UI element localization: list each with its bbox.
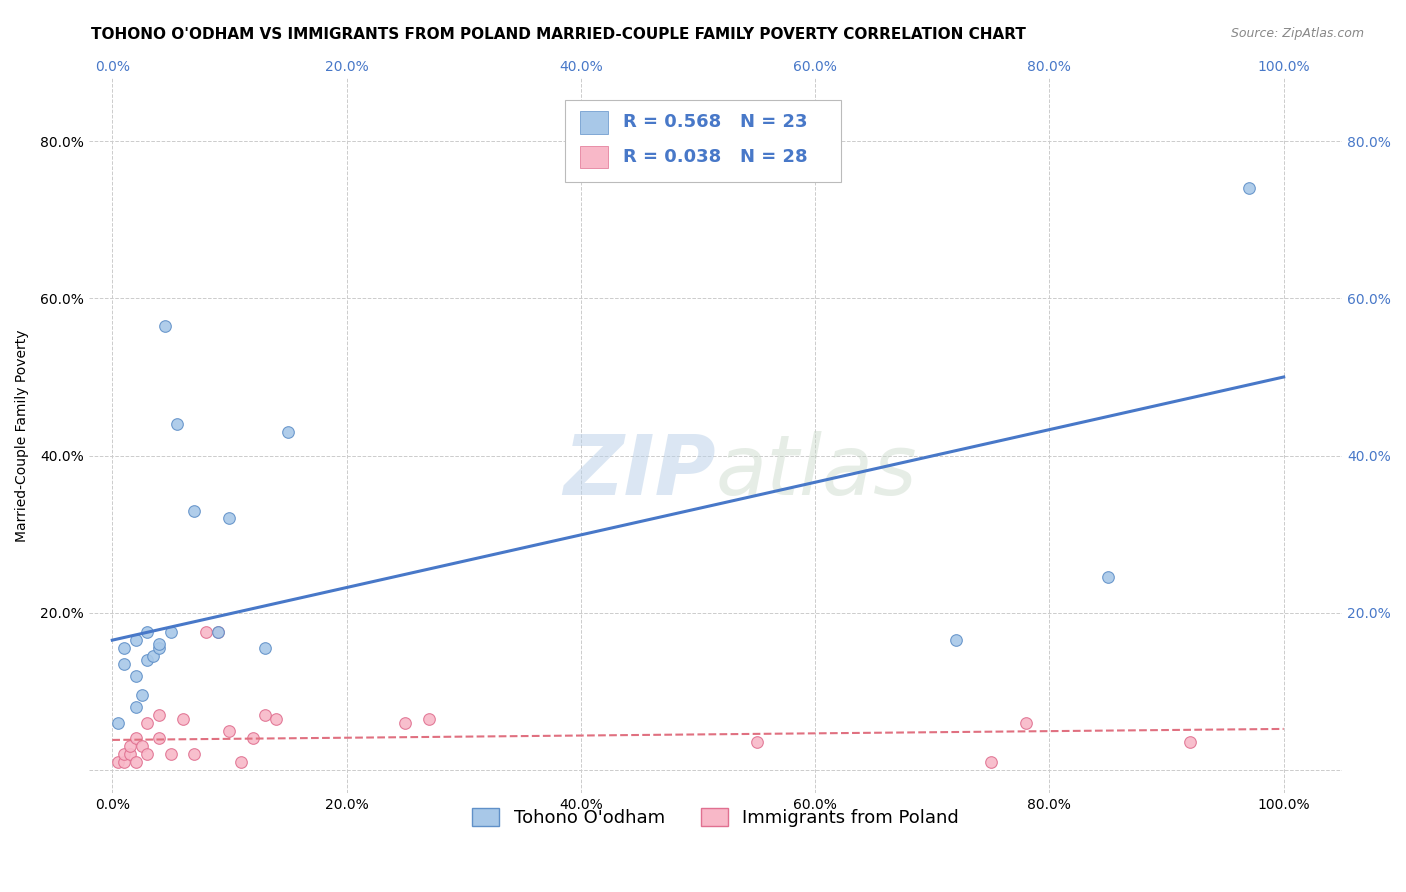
Point xyxy=(945,633,967,648)
Point xyxy=(242,731,264,746)
Point xyxy=(1178,735,1201,749)
Point xyxy=(166,417,188,431)
Point xyxy=(131,688,153,702)
Point xyxy=(131,739,153,754)
Point xyxy=(160,747,183,761)
Point xyxy=(112,640,135,655)
Point xyxy=(148,707,170,722)
Point xyxy=(125,700,148,714)
Point xyxy=(107,715,129,730)
Text: R = 0.038   N = 28: R = 0.038 N = 28 xyxy=(623,148,807,166)
Point xyxy=(118,739,141,754)
Point xyxy=(183,503,205,517)
Point xyxy=(118,747,141,761)
Point xyxy=(148,731,170,746)
Bar xyxy=(565,100,841,182)
Point xyxy=(148,640,170,655)
Point xyxy=(142,648,165,663)
Point xyxy=(125,755,148,769)
Point xyxy=(264,712,287,726)
Point xyxy=(253,707,276,722)
Point xyxy=(112,657,135,671)
Legend: Tohono O'odham, Immigrants from Poland: Tohono O'odham, Immigrants from Poland xyxy=(465,801,966,834)
Point xyxy=(218,723,240,738)
Point xyxy=(207,625,229,640)
Bar xyxy=(581,145,607,168)
Text: R = 0.568   N = 23: R = 0.568 N = 23 xyxy=(623,113,807,131)
Y-axis label: Married-Couple Family Poverty: Married-Couple Family Poverty xyxy=(15,330,30,542)
Point xyxy=(1015,715,1038,730)
Point xyxy=(125,633,148,648)
Point xyxy=(218,511,240,525)
Point xyxy=(980,755,1002,769)
Point xyxy=(160,625,183,640)
Point xyxy=(136,653,159,667)
Point xyxy=(418,712,440,726)
Point xyxy=(1237,181,1260,195)
Point xyxy=(1097,570,1119,584)
Text: Source: ZipAtlas.com: Source: ZipAtlas.com xyxy=(1230,27,1364,40)
Text: atlas: atlas xyxy=(716,431,917,512)
Point xyxy=(277,425,299,439)
Point xyxy=(136,747,159,761)
Text: TOHONO O'ODHAM VS IMMIGRANTS FROM POLAND MARRIED-COUPLE FAMILY POVERTY CORRELATI: TOHONO O'ODHAM VS IMMIGRANTS FROM POLAND… xyxy=(91,27,1026,42)
Point xyxy=(136,625,159,640)
Point xyxy=(107,755,129,769)
Text: ZIP: ZIP xyxy=(562,431,716,512)
Point xyxy=(136,715,159,730)
Point xyxy=(745,735,768,749)
Point xyxy=(231,755,253,769)
Point xyxy=(195,625,218,640)
Point xyxy=(172,712,194,726)
Point xyxy=(183,747,205,761)
Point xyxy=(112,755,135,769)
Point xyxy=(125,731,148,746)
Point xyxy=(125,668,148,682)
Point xyxy=(394,715,416,730)
Point xyxy=(207,625,229,640)
Bar xyxy=(581,112,607,134)
Point xyxy=(148,637,170,651)
Point xyxy=(153,318,176,333)
Point xyxy=(112,747,135,761)
Point xyxy=(253,640,276,655)
